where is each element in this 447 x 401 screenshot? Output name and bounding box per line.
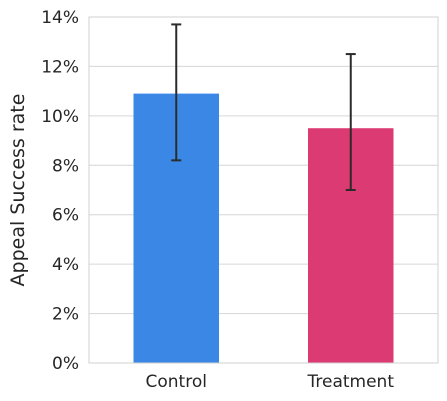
error-bars: [171, 23, 356, 191]
error-bar-control: [171, 23, 182, 162]
bars: [133, 93, 394, 363]
y-tick-label: 8%: [52, 156, 79, 176]
y-tick-label: 14%: [41, 8, 79, 28]
plot-frame: [88, 16, 439, 364]
y-tick-labels: 0% 2% 4% 6% 8% 10% 12% 14%: [41, 8, 79, 374]
y-tick-label: 6%: [52, 206, 79, 226]
error-bar-treatment: [345, 53, 356, 191]
x-tick-labels: Control Treatment: [146, 372, 395, 392]
y-tick-label: 12%: [41, 57, 79, 77]
y-axis-title: Appeal Success rate: [7, 94, 29, 287]
y-tick-label: 10%: [41, 107, 79, 127]
y-tick-label: 4%: [52, 255, 79, 275]
y-tick-label: 2%: [52, 305, 79, 325]
y-tick-label: 0%: [52, 354, 79, 374]
x-tick-label: Treatment: [306, 372, 394, 392]
x-tick-label: Control: [146, 372, 207, 392]
